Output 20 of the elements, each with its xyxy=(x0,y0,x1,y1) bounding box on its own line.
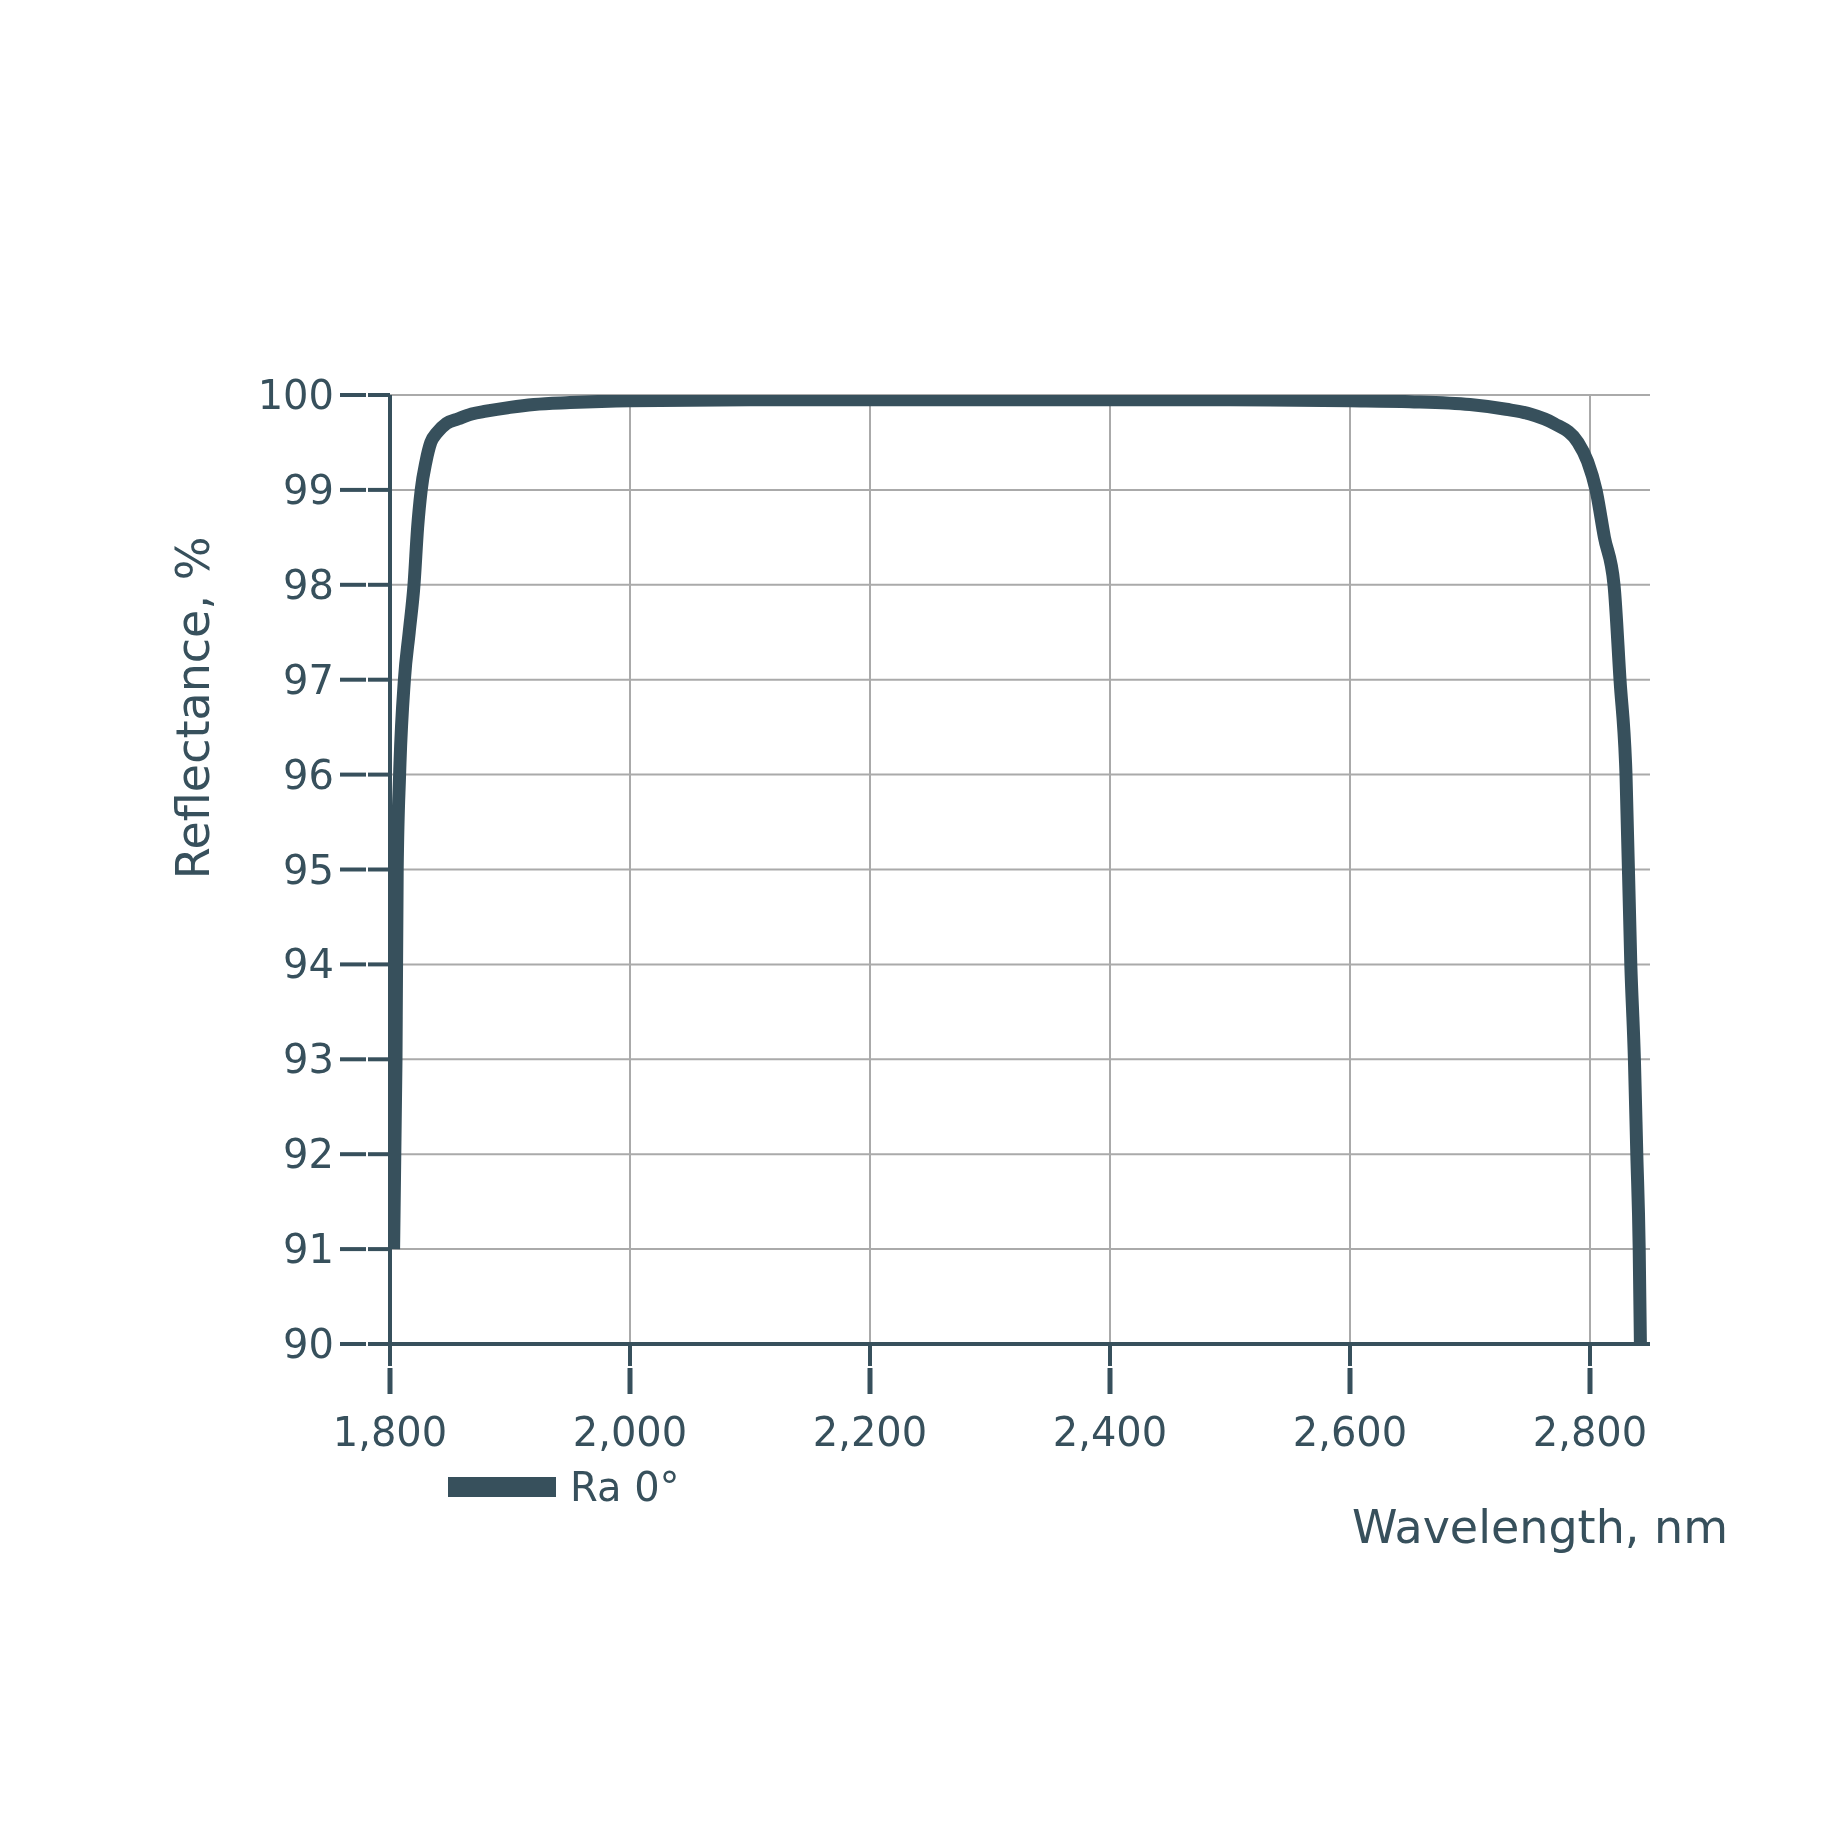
y-tick-label: 98 xyxy=(283,561,334,608)
x-tick-label: 2,000 xyxy=(572,1409,688,1455)
y-tick-label: 93 xyxy=(283,1036,334,1083)
x-tick-label: 2,400 xyxy=(1052,1409,1168,1455)
x-tick-label: 2,800 xyxy=(1532,1409,1648,1455)
y-tick-label: 99 xyxy=(283,466,334,513)
y-tick-label: 90 xyxy=(283,1321,334,1367)
x-tick-label: 2,200 xyxy=(812,1409,928,1455)
x-tick-label: 2,600 xyxy=(1292,1409,1408,1455)
y-tick-label: 95 xyxy=(283,846,334,893)
x-axis-title: Wavelength, nm xyxy=(1351,1500,1728,1554)
y-tick-label: 91 xyxy=(283,1226,334,1273)
x-tick-label: 1,800 xyxy=(332,1409,448,1455)
y-tick-label: 97 xyxy=(283,656,334,703)
y-tick-label: 92 xyxy=(283,1131,334,1178)
y-tick-label: 96 xyxy=(283,751,334,798)
y-tick-label: 94 xyxy=(283,941,334,988)
y-axis-title: Reflectance, % xyxy=(166,536,220,880)
legend-label: Ra 0° xyxy=(570,1464,680,1510)
y-tick-label: 100 xyxy=(257,372,334,418)
